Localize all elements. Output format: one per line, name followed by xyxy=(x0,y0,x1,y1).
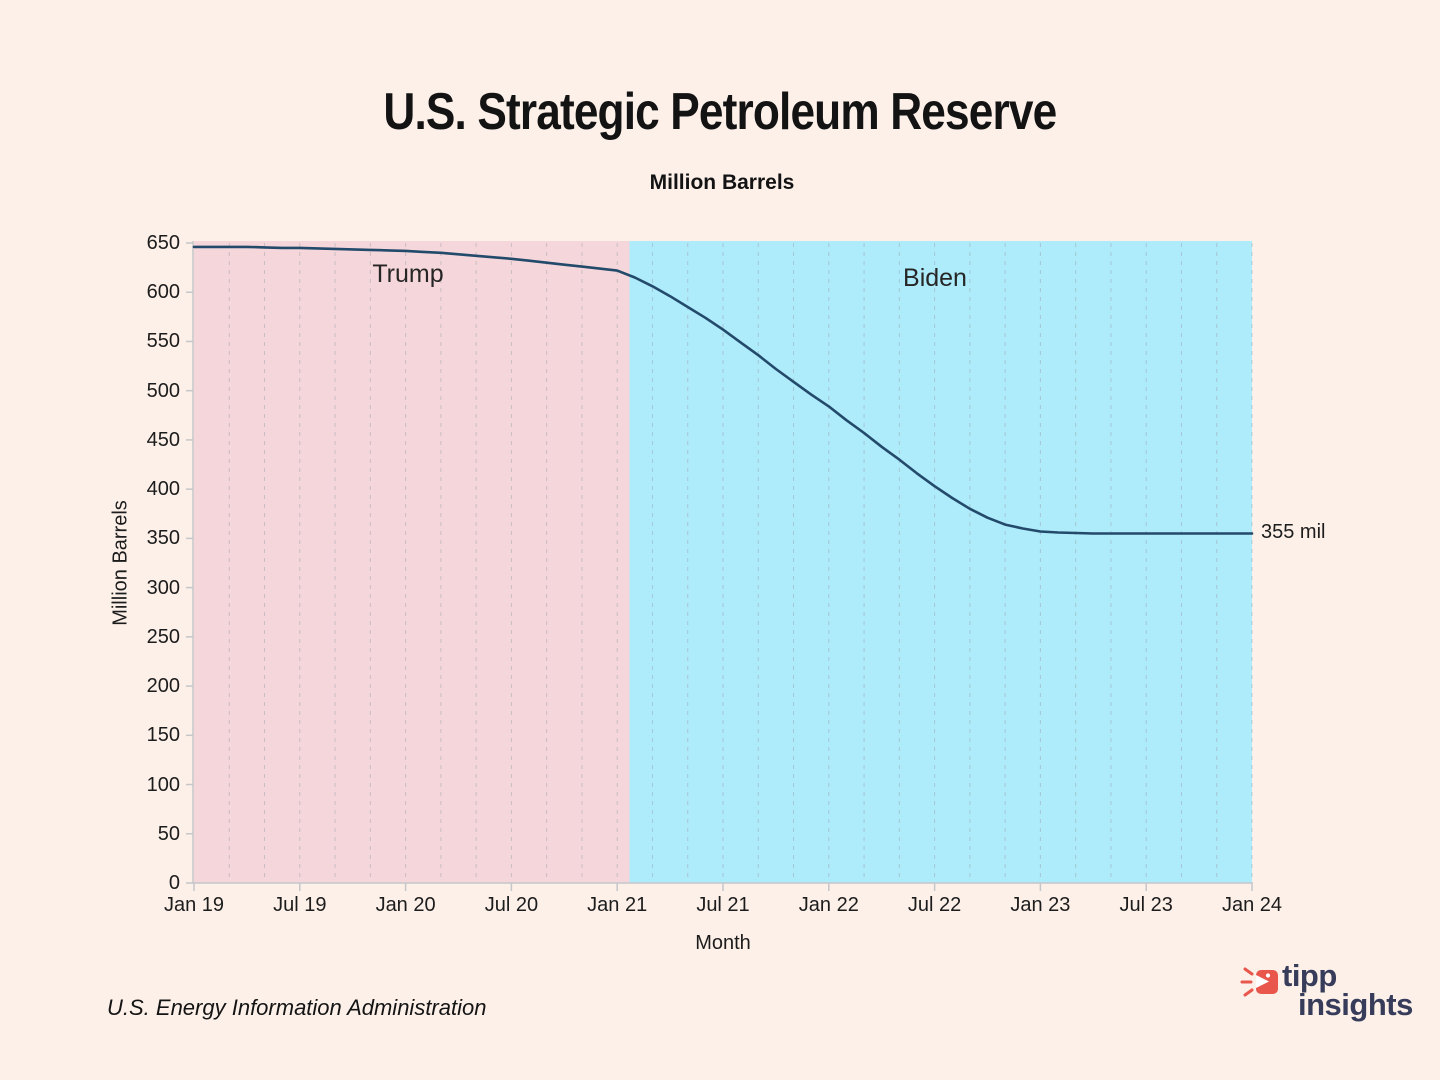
x-tick-label: Jul 22 xyxy=(907,894,962,916)
x-tick-label: Jul 19 xyxy=(273,894,327,916)
y-tick-label: 600 xyxy=(146,281,180,304)
chart-subtitle: Million Barrels xyxy=(649,171,795,194)
page-title-text: U.S. Strategic Petroleum Reserve xyxy=(383,83,1058,141)
y-tick-label: 200 xyxy=(146,675,180,698)
x-tick-label: Jul 23 xyxy=(1119,894,1173,916)
source-text: U.S. Energy Information Administration xyxy=(107,995,487,1020)
region-label-trump: Trump xyxy=(372,260,444,288)
x-axis-title: Month xyxy=(695,932,751,954)
y-tick-label: 350 xyxy=(146,527,180,550)
y-tick-label: 300 xyxy=(146,576,180,599)
x-tick-label: Jan 20 xyxy=(375,894,436,916)
x-tick-label: Jan 21 xyxy=(587,894,648,916)
y-tick-label: 650 xyxy=(146,232,180,254)
logo-ray xyxy=(1243,988,1254,997)
x-tick-label: Jan 23 xyxy=(1010,894,1071,916)
spr-series-line xyxy=(192,245,1254,535)
tipp-insights-logo: tipp insights xyxy=(1236,958,1436,1028)
x-tick-label: Jan 19 xyxy=(163,894,225,916)
y-tick-label: 50 xyxy=(157,822,180,845)
logo-word-insights: insights xyxy=(1298,987,1413,1022)
region-trump xyxy=(194,241,630,883)
tipp-insights-logo-icon xyxy=(1240,967,1278,997)
page-title: U.S. Strategic Petroleum Reserve xyxy=(0,82,1440,142)
x-tick-label: Jan 24 xyxy=(1221,894,1283,916)
y-tick-label: 500 xyxy=(146,379,180,402)
y-tick-label: 250 xyxy=(146,625,180,648)
logo-word-tipp: tipp xyxy=(1282,958,1337,993)
y-tick-label: 0 xyxy=(168,872,180,894)
region-biden xyxy=(629,241,1252,883)
y-tick-label: 450 xyxy=(146,428,180,451)
y-axis-title: Million Barrels xyxy=(109,500,132,626)
y-tick-label: 550 xyxy=(146,330,180,353)
x-tick-label: Jan 22 xyxy=(798,894,859,916)
y-tick-label: 150 xyxy=(146,724,180,747)
y-tick-label: 400 xyxy=(146,478,180,501)
logo-ray xyxy=(1243,967,1254,976)
x-tick-label: Jul 21 xyxy=(696,894,750,916)
x-tick-label: Jul 20 xyxy=(484,894,539,916)
region-label-biden: Biden xyxy=(903,264,967,292)
y-tick-label: 100 xyxy=(146,773,180,796)
end-value-label: 355 mil xyxy=(1261,521,1326,543)
